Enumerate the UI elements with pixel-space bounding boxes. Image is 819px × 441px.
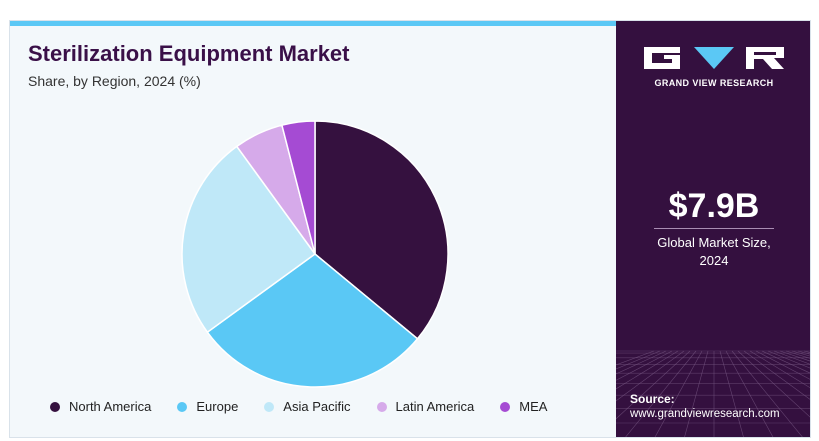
legend-item-asia-pacific: Asia Pacific — [264, 399, 351, 414]
legend-swatch — [177, 401, 188, 412]
chart-title: Sterilization Equipment Market — [28, 41, 350, 66]
accent-bar — [10, 21, 616, 26]
pie-slice-mea — [281, 120, 316, 255]
legend-swatch — [500, 401, 511, 412]
pie-slice-europe — [206, 253, 419, 388]
market-size-value: $7.9B — [668, 187, 760, 225]
divider — [654, 228, 774, 229]
market-size-caption: Global Market Size, 2024 — [616, 234, 810, 270]
pie-slice-north-america — [314, 120, 449, 340]
chart-subtitle: Share, by Region, 2024 (%) — [28, 73, 201, 89]
legend-label: Latin America — [395, 399, 475, 414]
pie-slice-asia-pacific — [181, 145, 317, 334]
brand-name: GRAND VIEW RESEARCH — [654, 78, 774, 88]
legend-label: Asia Pacific — [283, 399, 351, 414]
chart-card: Sterilization Equipment Market Share, by… — [9, 20, 811, 438]
market-caption-line2: 2024 — [699, 253, 729, 268]
legend-item-mea: MEA — [500, 399, 547, 414]
legend-swatch — [376, 401, 387, 412]
legend-swatch — [264, 401, 275, 412]
pie-chart — [181, 120, 449, 388]
market-caption-line1: Global Market Size, — [657, 235, 771, 250]
grand-view-research-logo — [644, 47, 784, 69]
legend-label: MEA — [519, 399, 548, 414]
chart-legend: North America Europe Asia Pacific Latin Ame… — [50, 399, 573, 414]
legend-label: North America — [69, 399, 152, 414]
legend-item-europe: Europe — [177, 399, 238, 414]
legend-swatch — [50, 401, 60, 412]
source-url: www.grandviewresearch.com — [630, 408, 780, 420]
sidebar-panel: GRAND VIEW RESEARCH $7.9B Global Market … — [616, 21, 810, 437]
legend-item-latin-america: Latin America — [376, 399, 475, 414]
decorative-mesh-graphic — [616, 350, 810, 437]
legend-label: Europe — [196, 399, 239, 414]
source-label: Source: — [630, 392, 675, 406]
legend-item-north-america: North America — [50, 399, 151, 414]
